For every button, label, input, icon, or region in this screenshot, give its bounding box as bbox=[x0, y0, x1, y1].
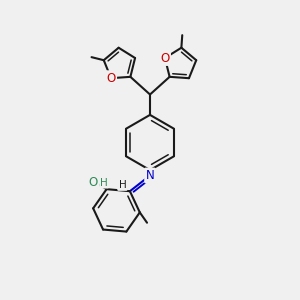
Text: H: H bbox=[118, 180, 126, 190]
Text: N: N bbox=[146, 169, 154, 182]
Text: H: H bbox=[100, 178, 108, 188]
Text: O: O bbox=[89, 176, 98, 189]
Text: O: O bbox=[160, 52, 170, 64]
Text: O: O bbox=[106, 72, 116, 85]
